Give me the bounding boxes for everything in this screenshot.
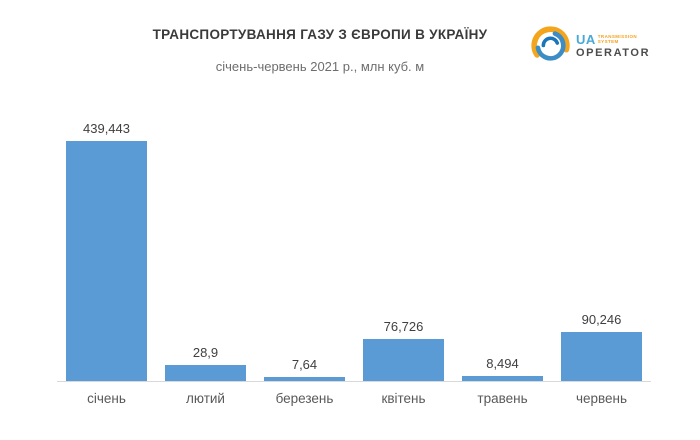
bar-січень	[66, 141, 147, 381]
logo-swirl-icon	[531, 26, 570, 61]
chart-subtitle: січень-червень 2021 р., млн куб. м	[215, 59, 425, 74]
category-label-квітень: квітень	[381, 391, 426, 406]
bar-value-label: 76,726	[383, 319, 424, 334]
logo-text: UA TRANSMISSION SYSTEM OPERATOR	[576, 33, 650, 59]
logo-system-line1: TRANSMISSION	[597, 34, 638, 40]
category-label-травень: травень	[477, 391, 528, 406]
logo-operator-label: OPERATOR	[576, 46, 651, 59]
category-axis: січень лютий березень квітень травень червень	[57, 382, 651, 406]
bar-value-label: 7,64	[291, 357, 318, 372]
bar-value-label: 439,443	[83, 121, 130, 136]
bar-column: 8,494	[453, 356, 552, 381]
bar-value-label: 8,494	[486, 356, 519, 371]
bar-column: 76,726	[354, 319, 453, 381]
bar-value-label: 90,246	[581, 312, 622, 327]
logo-ua-label: UA	[576, 31, 596, 47]
chart-header: ТРАНСПОРТУВАННЯ ГАЗУ З ЄВРОПИ В УКРАЇНУ …	[0, 27, 640, 74]
bar-column: 7,64	[255, 357, 354, 381]
category-label-лютий: лютий	[186, 391, 225, 406]
category-label-січень: січень	[87, 391, 126, 406]
bar-column: 28,9	[156, 345, 255, 381]
bar-червень	[561, 332, 642, 381]
bar-column: 439,443	[57, 121, 156, 381]
bar-квітень	[363, 339, 444, 381]
logo-system-label: TRANSMISSION SYSTEM	[598, 34, 637, 45]
bar-травень	[462, 376, 543, 381]
company-logo: UA TRANSMISSION SYSTEM OPERATOR	[528, 23, 650, 68]
bars-layer: 439,443 28,9 7,64 76,726 8,494 90,246	[57, 111, 651, 381]
logo-system-line2: SYSTEM	[597, 39, 619, 45]
bar-column: 90,246	[552, 312, 651, 381]
category-label-червень: червень	[575, 391, 628, 406]
bar-value-label: 28,9	[192, 345, 219, 360]
bar-березень	[264, 377, 345, 381]
category-label-березень: березень	[275, 391, 334, 406]
x-axis-line	[57, 381, 651, 382]
bar-лютий	[165, 365, 246, 381]
chart-title: ТРАНСПОРТУВАННЯ ГАЗУ З ЄВРОПИ В УКРАЇНУ	[152, 27, 488, 42]
bar-chart: 439,443 28,9 7,64 76,726 8,494 90,246 січень л…	[57, 111, 651, 406]
